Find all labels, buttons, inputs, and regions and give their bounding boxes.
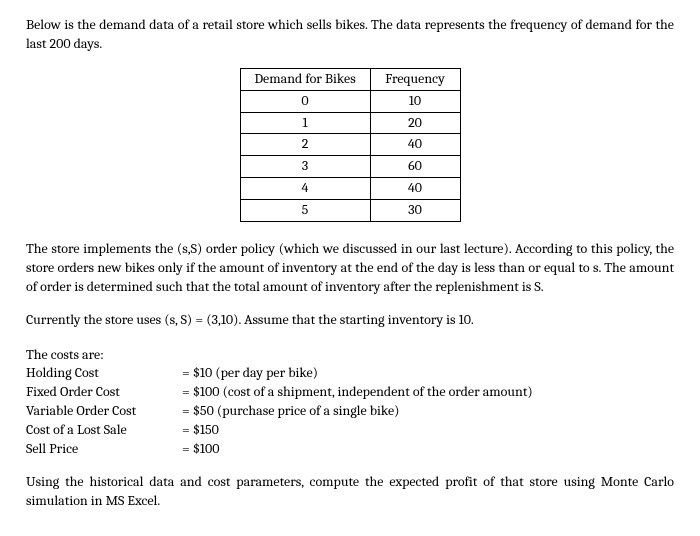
cell-demand: 0 [240, 90, 370, 112]
table-row: 010 [240, 90, 460, 112]
costs-grid: Holding Cost = $10 (per day per bike) Fixe… [26, 364, 674, 458]
col-header-demand: Demand for Bikes [240, 68, 370, 90]
currently-paragraph: Currently the store uses (s, S) = (3,10)… [26, 311, 674, 330]
cell-demand: 5 [240, 200, 370, 222]
demand-table: Demand for Bikes Frequency 0101202403604… [240, 68, 461, 222]
table-row: 440 [240, 178, 460, 200]
table-row: 120 [240, 112, 460, 134]
cost-value: = $100 (cost of a shipment, independent … [182, 383, 674, 402]
cell-frequency: 40 [370, 178, 460, 200]
cost-label: Holding Cost [26, 364, 176, 383]
table-row: 240 [240, 134, 460, 156]
cost-value: = $10 (per day per bike) [182, 364, 674, 383]
cell-frequency: 40 [370, 134, 460, 156]
closing-paragraph: Using the historical data and cost param… [26, 473, 674, 511]
table-row: 360 [240, 156, 460, 178]
cell-demand: 2 [240, 134, 370, 156]
table-header-row: Demand for Bikes Frequency [240, 68, 460, 90]
table-body: 010120240360440530 [240, 90, 460, 221]
cost-value: = $50 (purchase price of a single bike) [182, 402, 674, 421]
cell-frequency: 20 [370, 112, 460, 134]
intro-paragraph: Below is the demand data of a retail sto… [26, 16, 674, 54]
cost-value: = $100 [182, 440, 674, 459]
cost-label: Fixed Order Cost [26, 383, 176, 402]
cost-label: Variable Order Cost [26, 402, 176, 421]
cell-demand: 1 [240, 112, 370, 134]
cell-frequency: 10 [370, 90, 460, 112]
col-header-frequency: Frequency [370, 68, 460, 90]
policy-paragraph: The store implements the (s,S) order pol… [26, 240, 674, 297]
cell-frequency: 30 [370, 200, 460, 222]
cell-demand: 3 [240, 156, 370, 178]
costs-heading: The costs are: [26, 346, 674, 365]
cost-value: = $150 [182, 421, 674, 440]
demand-table-wrap: Demand for Bikes Frequency 0101202403604… [26, 68, 674, 222]
cell-demand: 4 [240, 178, 370, 200]
cost-label: Cost of a Lost Sale [26, 421, 176, 440]
table-row: 530 [240, 200, 460, 222]
cell-frequency: 60 [370, 156, 460, 178]
cost-label: Sell Price [26, 440, 176, 459]
